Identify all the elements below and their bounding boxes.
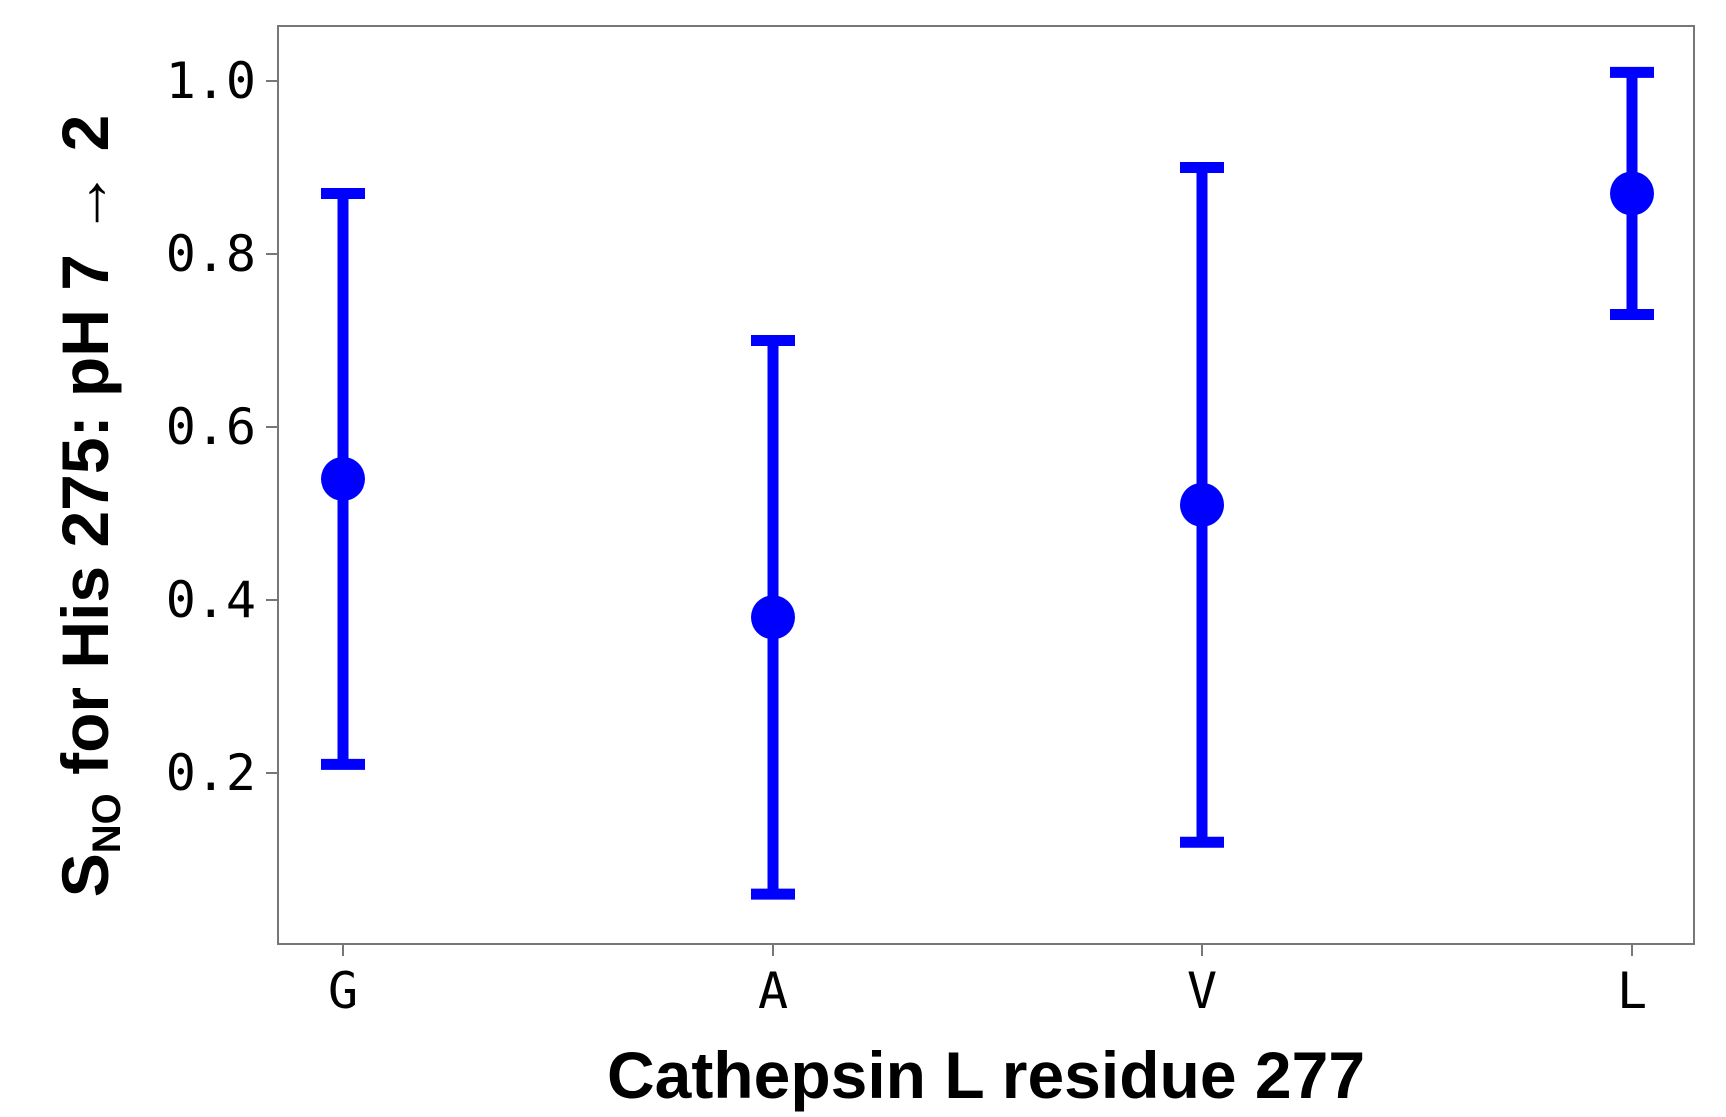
y-axis-title: SNO for His 275: pH 7 → 2	[48, 115, 129, 898]
x-tick-label: V	[1187, 962, 1217, 1020]
y-tick-label: 0.8	[166, 225, 256, 283]
y-tick-label: 1.0	[166, 52, 256, 110]
data-point-A	[751, 595, 795, 640]
data-point-L	[1610, 171, 1654, 216]
data-marks	[321, 66, 1654, 900]
y-axis-ticks: 0.2 0.4 0.6 0.8 1.0	[166, 52, 278, 802]
y-tick-label: 0.2	[166, 744, 256, 802]
data-point-G	[321, 456, 365, 501]
x-axis-title: Cathepsin L residue 277	[607, 1038, 1365, 1112]
x-tick-label: A	[758, 962, 788, 1020]
y-axis-title-suffix: for His 275: pH 7 → 2	[48, 115, 122, 794]
y-axis-title-prefix: S	[48, 853, 122, 897]
plot-frame	[277, 25, 1695, 945]
y-tick-label: 0.6	[166, 398, 256, 456]
y-axis-title-subscript: NO	[85, 793, 129, 853]
x-tick-label: L	[1617, 962, 1647, 1020]
x-tick-label: G	[328, 962, 358, 1020]
y-tick-label: 0.4	[166, 571, 256, 629]
data-point-V	[1180, 482, 1224, 527]
